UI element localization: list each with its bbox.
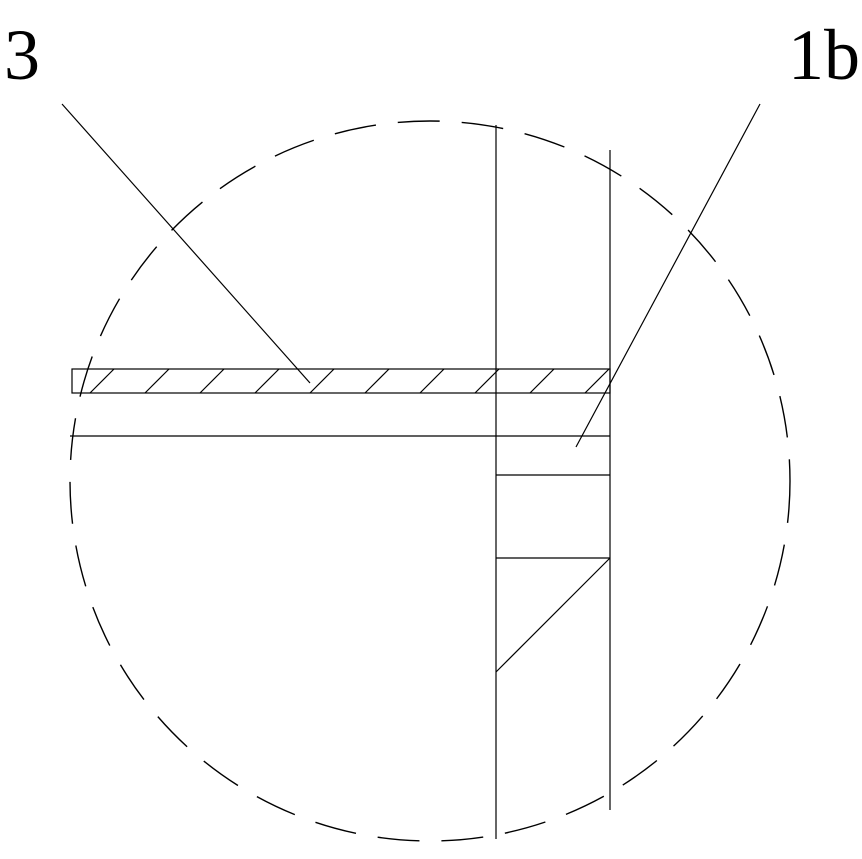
hatch-lines <box>90 369 609 393</box>
label-1b: 1b <box>788 14 860 97</box>
label-3: 3 <box>4 14 40 97</box>
diagram-root: 3 1b <box>0 0 862 854</box>
leader-1b <box>576 104 760 447</box>
diagram-svg <box>0 0 862 854</box>
leader-3 <box>62 104 310 383</box>
hatched-band-outline <box>72 369 610 393</box>
diagonal-brace <box>496 558 610 672</box>
detail-boundary-circle <box>70 121 790 841</box>
